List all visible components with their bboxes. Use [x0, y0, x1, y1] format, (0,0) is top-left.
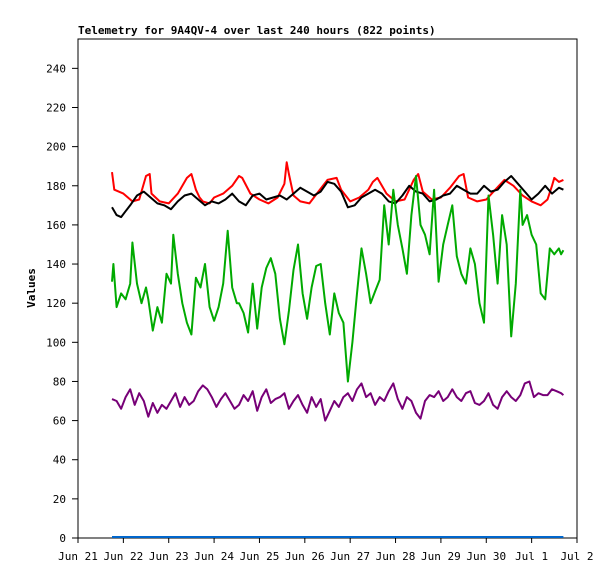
y-tick-label: 140 [46, 258, 66, 271]
y-tick-label: 0 [59, 532, 66, 545]
x-tick-label: Jun 27 [330, 550, 370, 563]
x-tick-label: Jun 25 [240, 550, 280, 563]
y-tick-label: 220 [46, 101, 66, 114]
y-axis-label: Values [25, 268, 38, 308]
plot-area-frame [77, 38, 578, 539]
y-tick-label: 200 [46, 141, 66, 154]
x-tick-label: Jun 22 [103, 550, 143, 563]
x-tick-label: Jul 2 [560, 550, 593, 563]
chart-title: Telemetry for 9A4QV-4 over last 240 hour… [78, 24, 436, 37]
y-tick-label: 20 [53, 493, 66, 506]
y-tick-label: 80 [53, 375, 66, 388]
x-tick-label: Jul 1 [515, 550, 548, 563]
series-line-1 [111, 175, 564, 219]
y-tick-label: 120 [46, 297, 66, 310]
x-axis: Jun 21 Jun 22 Jun 23 Jun 24 Jun 25 Jun 26 Jun … [58, 538, 594, 563]
series-line-3 [111, 380, 565, 422]
x-tick-label: Jun 24 [194, 550, 234, 563]
y-tick-label: 40 [53, 454, 66, 467]
y-tick-label: 180 [46, 180, 66, 193]
y-tick-label: 60 [53, 415, 66, 428]
x-tick-label: Jun 26 [285, 550, 325, 563]
x-tick-label: Jun 23 [149, 550, 189, 563]
series-layer [111, 161, 565, 538]
y-axis: 0 20 40 60 80 100 120 140 160 180 200 220 240 [46, 62, 78, 545]
x-tick-label: Jun 21 [58, 550, 98, 563]
y-tick-label: 100 [46, 336, 66, 349]
x-tick-label: Jun 29 [421, 550, 461, 563]
y-tick-label: 160 [46, 219, 66, 232]
x-tick-label: Jun 30 [466, 550, 506, 563]
series-line-2 [111, 175, 565, 383]
x-tick-label: Jun 28 [376, 550, 416, 563]
y-tick-label: 240 [46, 62, 66, 75]
